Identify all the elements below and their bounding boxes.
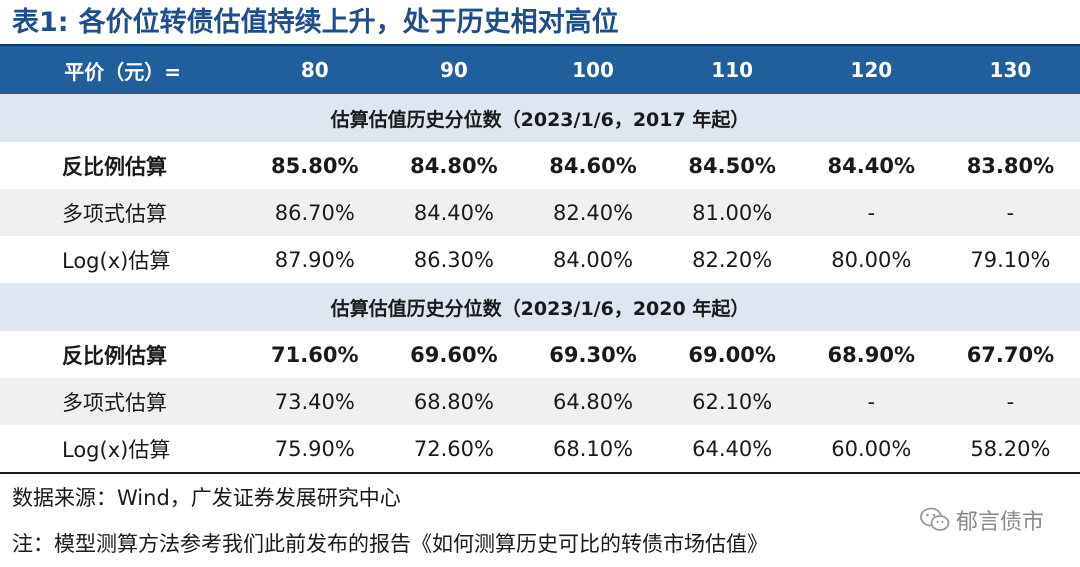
table-cell: 79.10% bbox=[970, 247, 1051, 272]
table-cell: 83.80% bbox=[966, 153, 1055, 178]
table-cell: 58.20% bbox=[940, 425, 1080, 474]
table-cell: 68.10% bbox=[523, 425, 663, 474]
table-cell: - bbox=[940, 378, 1080, 425]
section-caption: 估算估值历史分位数（2023/1/6，2020 年起） bbox=[0, 283, 1080, 331]
table-cell: 73.40% bbox=[245, 378, 385, 425]
table-cell: 69.30% bbox=[549, 342, 637, 367]
header-price: 120 bbox=[801, 44, 941, 94]
table-cell: - bbox=[801, 378, 941, 425]
table-cell: 87.90% bbox=[274, 247, 355, 272]
table-cell: 72.60% bbox=[384, 425, 524, 474]
table-row: 多项式估算 73.40% 68.80% 64.80% 62.10% - - bbox=[0, 378, 1080, 425]
table-cell: 69.60% bbox=[410, 342, 498, 367]
table-row: Log(x)估算 75.90% 72.60% 68.10% 64.40% 60.… bbox=[0, 425, 1080, 474]
table-row: 多项式估算 86.70% 84.40% 82.40% 81.00% - - bbox=[0, 189, 1080, 236]
row-label: Log(x)估算 bbox=[62, 248, 171, 273]
header-price: 100 bbox=[523, 44, 663, 94]
header-price: 80 bbox=[245, 44, 385, 94]
section-caption: 估算估值历史分位数（2023/1/6，2017 年起） bbox=[0, 94, 1080, 142]
watermark-text: 郁言债市 bbox=[955, 510, 1044, 535]
table-title-label: 表1: bbox=[12, 7, 69, 38]
table-cell: 84.60% bbox=[549, 153, 637, 178]
header-row: 平价（元）= 80 90 100 110 120 130 bbox=[0, 44, 1080, 94]
row-label: 多项式估算 bbox=[0, 378, 246, 425]
table-cell: 71.60% bbox=[271, 342, 359, 367]
header-price: 110 bbox=[662, 44, 802, 94]
table-cell: 67.70% bbox=[966, 342, 1055, 367]
table-row: 反比例估算 71.60% 69.60% 69.30% 69.00% 68.90%… bbox=[0, 331, 1080, 378]
wechat-icon bbox=[920, 507, 950, 531]
table-cell: 75.90% bbox=[245, 425, 385, 474]
table-row: 反比例估算 85.80% 84.80% 84.60% 84.50% 84.40%… bbox=[0, 142, 1080, 189]
table-cell: 84.00% bbox=[552, 247, 634, 272]
table-cell: 64.80% bbox=[523, 378, 663, 425]
table-cell: 86.70% bbox=[245, 189, 385, 236]
watermark: 郁言债市 bbox=[920, 504, 1044, 536]
header-first-cell: 平价（元）= bbox=[0, 44, 246, 94]
table-cell: 64.40% bbox=[662, 425, 802, 474]
row-label: 多项式估算 bbox=[0, 189, 246, 236]
table-row: Log(x)估算 87.90% 86.30% 84.00% 82.20% 80.… bbox=[0, 236, 1080, 283]
row-label: 反比例估算 bbox=[62, 154, 167, 179]
table-cell: 62.10% bbox=[662, 378, 802, 425]
table-cell: 84.40% bbox=[827, 153, 916, 178]
table-cell: 82.20% bbox=[692, 247, 773, 272]
table-cell: 84.50% bbox=[688, 153, 776, 178]
table-cell: 82.40% bbox=[523, 189, 663, 236]
table-cell: 60.00% bbox=[801, 425, 941, 474]
table-cell: - bbox=[940, 189, 1080, 236]
table-title-text: 各价位转债估值持续上升，处于历史相对高位 bbox=[78, 7, 619, 38]
header-price: 130 bbox=[940, 44, 1080, 94]
table-cell: 81.00% bbox=[662, 189, 802, 236]
table-cell: 85.80% bbox=[271, 153, 359, 178]
footnote: 注：模型测算方法参考我们此前发布的报告《如何测算历史可比的转债市场估值》 bbox=[12, 532, 768, 556]
table-title: 表1: 各价位转债估值持续上升，处于历史相对高位 bbox=[12, 4, 619, 42]
table-cell: 69.00% bbox=[688, 342, 776, 367]
table-cell: - bbox=[801, 189, 941, 236]
valuation-table: 平价（元）= 80 90 100 110 120 130 估算估值历史分位数（2… bbox=[0, 44, 1080, 474]
table-cell: 80.00% bbox=[831, 247, 912, 272]
table-cell: 86.30% bbox=[413, 247, 494, 272]
row-label: Log(x)估算 bbox=[0, 425, 246, 474]
table-cell: 84.80% bbox=[410, 153, 498, 178]
row-label: 反比例估算 bbox=[62, 343, 167, 368]
section-caption-row: 估算估值历史分位数（2023/1/6，2020 年起） bbox=[0, 283, 1080, 331]
section-caption-row: 估算估值历史分位数（2023/1/6，2017 年起） bbox=[0, 94, 1080, 142]
table-cell: 68.80% bbox=[384, 378, 524, 425]
data-source: 数据来源：Wind，广发证券发展研究中心 bbox=[12, 486, 401, 510]
table-cell: 84.40% bbox=[384, 189, 524, 236]
table-cell: 68.90% bbox=[827, 342, 916, 367]
header-price: 90 bbox=[384, 44, 524, 94]
